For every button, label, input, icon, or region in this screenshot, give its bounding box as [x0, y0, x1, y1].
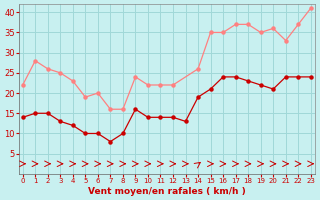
X-axis label: Vent moyen/en rafales ( km/h ): Vent moyen/en rafales ( km/h ) — [88, 187, 246, 196]
